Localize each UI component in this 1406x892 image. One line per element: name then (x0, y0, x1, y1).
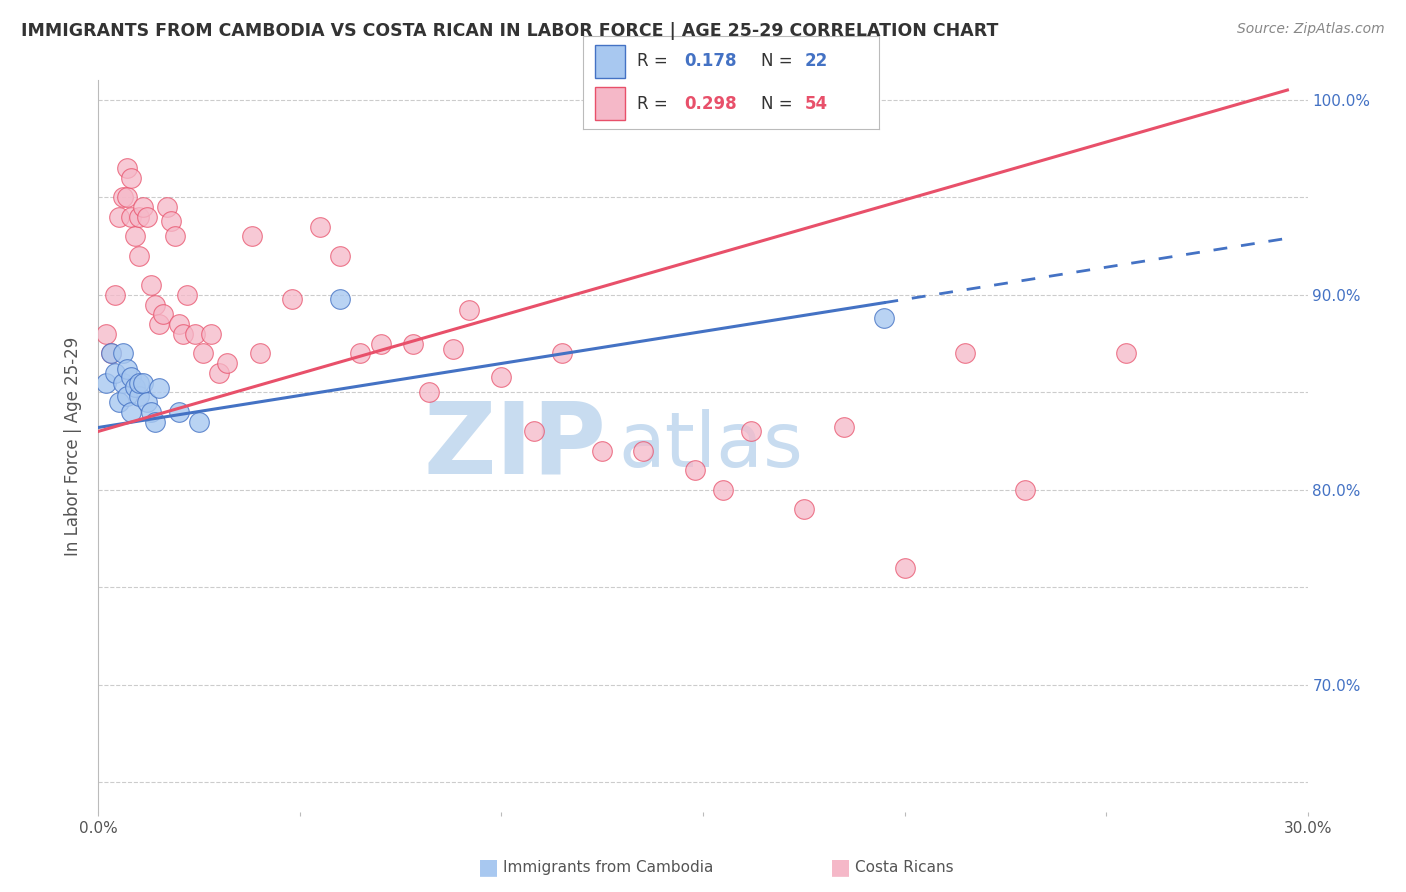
Point (132, 200, 155, 214)
Text: ZIP: ZIP (423, 398, 606, 494)
Text: R =: R = (637, 53, 672, 70)
Point (491, 369, 513, 384)
Point (152, 307, 174, 321)
Point (418, 385, 440, 400)
Point (107, 210, 129, 224)
Point (832, 420, 855, 434)
Point (217, 356, 239, 370)
Point (184, 326, 207, 341)
Point (172, 326, 194, 341)
Point (115, 190, 138, 204)
Text: 0.298: 0.298 (683, 95, 737, 112)
Point (167, 317, 190, 331)
Point (143, 415, 166, 429)
Text: IMMIGRANTS FROM CAMBODIA VS COSTA RICAN IN LABOR FORCE | AGE 25-29 CORRELATION C: IMMIGRANTS FROM CAMBODIA VS COSTA RICAN … (21, 22, 998, 40)
Point (281, 292, 304, 306)
Point (135, 395, 157, 409)
Point (135, 210, 157, 224)
Point (631, 443, 654, 458)
Bar (595, 87, 624, 120)
Point (441, 343, 464, 357)
Point (111, 346, 134, 360)
Point (309, 219, 332, 234)
Point (329, 292, 352, 306)
Point (96, 376, 118, 390)
Point (208, 366, 231, 380)
Point (740, 425, 762, 439)
Point (115, 362, 138, 376)
Point (591, 443, 613, 458)
Point (132, 376, 155, 390)
Point (167, 405, 190, 419)
Point (128, 210, 150, 224)
Point (128, 376, 150, 390)
Point (329, 249, 352, 263)
Point (160, 213, 183, 227)
Point (163, 229, 186, 244)
Text: N =: N = (761, 95, 797, 112)
Point (111, 190, 134, 204)
Text: N =: N = (761, 53, 797, 70)
Point (523, 425, 546, 439)
Point (124, 229, 146, 244)
Y-axis label: In Labor Force | Age 25-29: In Labor Force | Age 25-29 (65, 336, 83, 556)
Point (893, 561, 915, 575)
Point (873, 311, 896, 326)
Point (115, 389, 138, 403)
Text: Immigrants from Cambodia: Immigrants from Cambodia (503, 860, 714, 874)
Point (107, 395, 129, 409)
Point (103, 366, 125, 380)
Point (200, 326, 222, 341)
Point (139, 405, 162, 419)
Point (176, 288, 198, 302)
Point (120, 369, 142, 384)
Bar (595, 45, 624, 78)
Point (953, 346, 976, 360)
Text: ■: ■ (478, 857, 499, 877)
Text: ■: ■ (830, 857, 851, 877)
Text: Costa Ricans: Costa Ricans (855, 860, 953, 874)
Point (551, 346, 574, 360)
Point (100, 346, 122, 360)
Point (711, 483, 734, 497)
Point (402, 336, 425, 351)
Text: R =: R = (637, 95, 672, 112)
Point (120, 170, 142, 185)
Point (128, 249, 150, 263)
Point (148, 317, 170, 331)
Point (240, 229, 263, 244)
Text: 0.178: 0.178 (683, 53, 737, 70)
Point (683, 463, 706, 477)
Point (193, 346, 215, 360)
Point (148, 381, 170, 395)
Point (349, 346, 371, 360)
Point (1115, 346, 1137, 360)
Point (96, 326, 118, 341)
Point (100, 346, 122, 360)
Point (111, 376, 134, 390)
Point (143, 297, 166, 311)
Point (1014, 483, 1036, 497)
Point (188, 415, 211, 429)
Point (370, 336, 392, 351)
Text: Source: ZipAtlas.com: Source: ZipAtlas.com (1237, 22, 1385, 37)
Point (139, 278, 162, 293)
Point (103, 288, 125, 302)
Point (249, 346, 271, 360)
Text: 54: 54 (804, 95, 828, 112)
Point (156, 200, 179, 214)
Text: atlas: atlas (619, 409, 803, 483)
Point (128, 389, 150, 403)
Point (124, 379, 146, 393)
Point (458, 303, 481, 318)
Point (120, 405, 142, 419)
Point (115, 161, 138, 175)
Point (120, 210, 142, 224)
Text: 22: 22 (804, 53, 828, 70)
Point (793, 502, 815, 516)
